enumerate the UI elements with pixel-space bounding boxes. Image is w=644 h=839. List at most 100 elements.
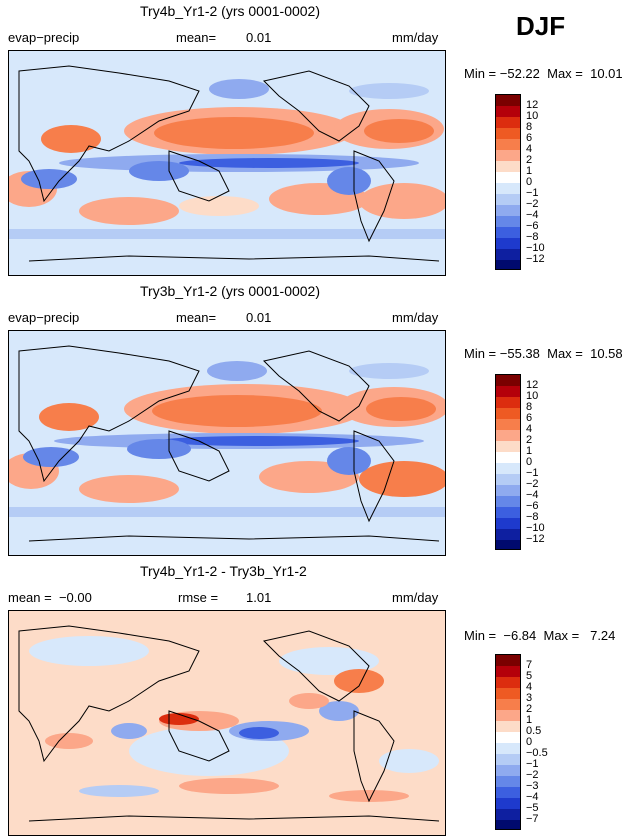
panel-2-variable-label: evap−precip (8, 310, 80, 325)
panel-3-colorbar-band (496, 787, 520, 798)
panel-1-colorbar-band (496, 172, 520, 183)
panel-1-colorbar (495, 94, 521, 270)
panel-2-colorbar-band (496, 452, 520, 463)
panel-1-colorbar-band (496, 249, 520, 260)
panel-3-colorbar-band (496, 732, 520, 743)
panel-2-units: mm/day (392, 310, 439, 325)
panel-1-map-field (9, 51, 445, 275)
colorbar-tick-label: 1 (526, 714, 533, 726)
panel-2-colorbar-band (496, 386, 520, 397)
panel-3-rmse-value: 1.01 (246, 590, 272, 605)
panel-2-title: Try3b_Yr1-2 (yrs 0001-0002) (140, 283, 321, 299)
colorbar-tick-label: −1 (526, 467, 539, 479)
panel-2-colorbar-band (496, 463, 520, 474)
panel-3-colorbar-band (496, 699, 520, 710)
colorbar-tick-label: 10 (526, 110, 539, 122)
panel-1-min-max: Min = −52.22 Max = 10.01 (464, 66, 623, 81)
colorbar-tick-label: 2 (526, 434, 533, 446)
panel-2-mean-value: 0.01 (246, 310, 272, 325)
panel-2-colorbar-band (496, 430, 520, 441)
colorbar-tick-label: −8 (526, 231, 539, 243)
panel-3-units: mm/day (392, 590, 439, 605)
colorbar-tick-label: −8 (526, 511, 539, 523)
colorbar-tick-label: 1 (526, 445, 533, 457)
colorbar-tick-label: 0 (526, 176, 533, 188)
panel-1-colorbar-band (496, 183, 520, 194)
panel-2-map-field (9, 331, 445, 555)
panel-1-colorbar-band (496, 150, 520, 161)
panel-3-colorbar-band (496, 710, 520, 721)
panel-3-colorbar-band (496, 776, 520, 787)
colorbar-tick-label: −2 (526, 198, 539, 210)
colorbar-tick-label: 2 (526, 703, 533, 715)
panel-1-colorbar-band (496, 238, 520, 249)
panel-1-colorbar-band (496, 161, 520, 172)
panel-2-colorbar-band (496, 518, 520, 529)
colorbar-tick-label: 0 (526, 456, 533, 468)
panel-3-map (8, 610, 446, 836)
colorbar-tick-label: −5 (526, 802, 539, 814)
colorbar-tick-label: 12 (526, 99, 539, 111)
panel-3-rmse-label: rmse = (178, 590, 219, 605)
colorbar-tick-label: 6 (526, 412, 533, 424)
panel-1-colorbar-band (496, 128, 520, 139)
panel-2-colorbar-band (496, 408, 520, 419)
colorbar-tick-label: −4 (526, 791, 539, 803)
colorbar-tick-label: −2 (526, 478, 539, 490)
panel-2-colorbar-band (496, 496, 520, 507)
panel-3-map-field (9, 611, 445, 835)
panel-2-min-max: Min = −55.38 Max = 10.58 (464, 346, 623, 361)
panel-1-colorbar-band (496, 260, 520, 269)
colorbar-tick-label: 4 (526, 681, 533, 693)
colorbar-tick-label: −1 (526, 187, 539, 199)
panel-2-colorbar-band (496, 507, 520, 518)
panel-3-colorbar-band (496, 655, 520, 666)
panel-1-colorbar-band (496, 205, 520, 216)
panel-3-min-max: Min = −6.84 Max = 7.24 (464, 628, 616, 643)
panel-3-colorbar-band (496, 798, 520, 809)
colorbar-tick-label: 7 (526, 659, 533, 671)
panel-2-colorbar-band (496, 375, 520, 386)
colorbar-tick-label: 0.5 (526, 725, 542, 737)
panel-1-variable-label: evap−precip (8, 30, 80, 45)
panel-2-colorbar-band (496, 419, 520, 430)
colorbar-tick-label: 5 (526, 670, 533, 682)
colorbar-tick-label: −6 (526, 220, 539, 232)
colorbar-tick-label: −2 (526, 769, 539, 781)
colorbar-tick-label: −12 (526, 533, 545, 545)
panel-1-colorbar-band (496, 194, 520, 205)
season-label: DJF (516, 11, 566, 41)
colorbar-tick-label: −7 (526, 813, 539, 825)
colorbar-tick-label: −10 (526, 522, 545, 534)
panel-2-colorbar-band (496, 441, 520, 452)
panel-1-colorbar-band (496, 106, 520, 117)
panel-1-colorbar-band (496, 139, 520, 150)
panel-1-map (8, 50, 446, 276)
panel-3-mean-label: mean = −0.00 (8, 590, 92, 605)
colorbar-tick-label: 4 (526, 143, 533, 155)
panel-3-colorbar-band (496, 754, 520, 765)
panel-2-colorbar-band (496, 397, 520, 408)
colorbar-tick-label: 8 (526, 121, 533, 133)
colorbar-tick-label: 1 (526, 165, 533, 177)
panel-3-colorbar-band (496, 688, 520, 699)
panel-3-colorbar-band (496, 677, 520, 688)
colorbar-tick-label: −4 (526, 489, 539, 501)
panel-1-colorbar-band (496, 227, 520, 238)
colorbar-tick-label: −0.5 (526, 747, 548, 759)
panel-1-colorbar-band (496, 216, 520, 227)
colorbar-tick-label: −1 (526, 758, 539, 770)
panel-1-units: mm/day (392, 30, 439, 45)
colorbar-tick-label: −12 (526, 253, 545, 265)
colorbar-tick-label: 3 (526, 692, 533, 704)
colorbar-tick-label: −3 (526, 780, 539, 792)
panel-3-colorbar-band (496, 666, 520, 677)
panel-3-colorbar (495, 654, 521, 830)
colorbar-tick-label: 0 (526, 736, 533, 748)
panel-3-colorbar-band (496, 743, 520, 754)
panel-2-map (8, 330, 446, 556)
panel-3-colorbar-band (496, 765, 520, 776)
panel-1-title: Try4b_Yr1-2 (yrs 0001-0002) (140, 3, 321, 19)
colorbar-tick-label: 8 (526, 401, 533, 413)
panel-2-mean-label: mean= (176, 310, 217, 325)
